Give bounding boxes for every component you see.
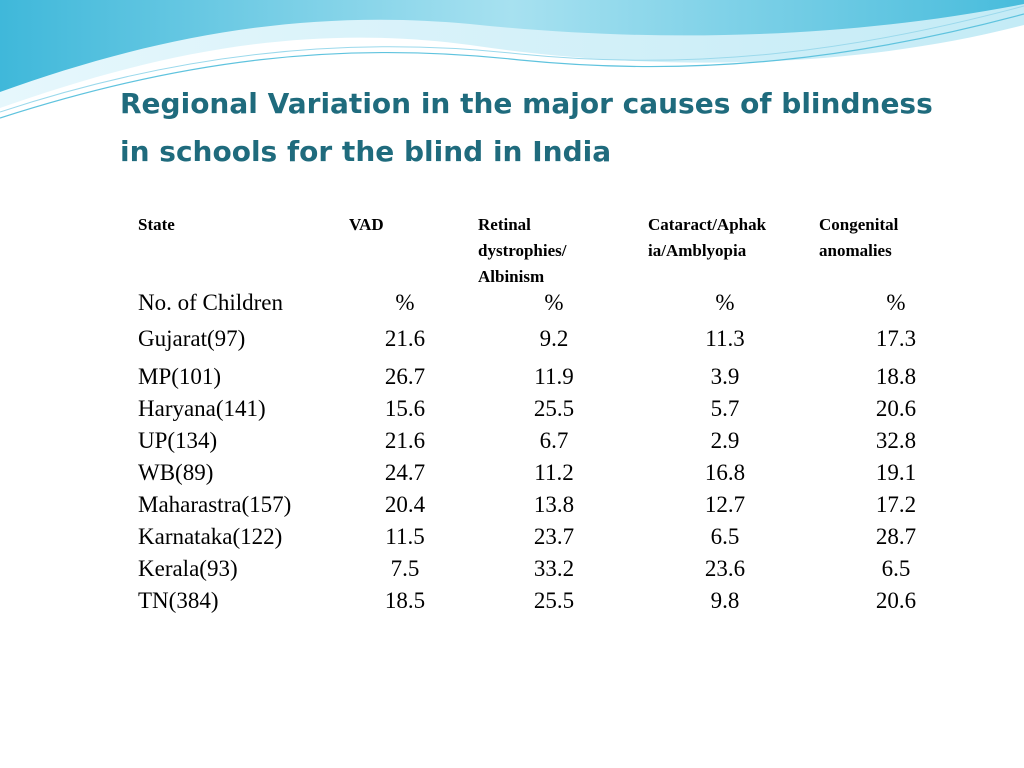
slide-title-line-1: Regional Variation in the major causes o… — [120, 87, 933, 120]
cell-cataract: % — [715, 290, 735, 315]
table-row: MP(101) 26.7 11.9 3.9 18.8 — [0, 362, 1024, 392]
cell-retinal: 11.2 — [534, 460, 574, 485]
cell-cataract: 23.6 — [704, 556, 746, 581]
cell-cataract: 16.8 — [704, 460, 746, 485]
column-header-state: State — [138, 215, 175, 234]
cell-retinal: % — [544, 290, 564, 315]
cell-cataract: 9.8 — [710, 588, 740, 613]
cell-retinal: 9.2 — [539, 326, 569, 351]
row-label: MP(101) — [138, 364, 222, 389]
cell-vad: 24.7 — [384, 460, 426, 485]
table-row: Kerala(93) 7.5 33.2 23.6 6.5 — [0, 554, 1024, 584]
cell-congenital: 17.3 — [875, 326, 917, 351]
row-label: Gujarat(97) — [138, 326, 246, 351]
cell-cataract: 11.3 — [705, 326, 745, 351]
cell-retinal: 25.5 — [533, 396, 575, 421]
cell-cataract: 6.5 — [710, 524, 740, 549]
cell-vad: % — [395, 290, 415, 315]
cell-retinal: 23.7 — [533, 524, 575, 549]
cell-vad: 26.7 — [384, 364, 426, 389]
row-label: Kerala(93) — [138, 556, 238, 581]
cell-congenital: 18.8 — [875, 364, 917, 389]
row-label: Haryana(141) — [138, 396, 266, 421]
table-row: Gujarat(97) 21.6 9.2 11.3 17.3 — [0, 324, 1024, 354]
row-label: UP(134) — [138, 428, 218, 453]
cell-congenital: 6.5 — [881, 556, 911, 581]
slide-title-line-2: in schools for the blind in India — [120, 135, 612, 168]
cell-congenital: 28.7 — [875, 524, 917, 549]
table-row: Haryana(141) 15.6 25.5 5.7 20.6 — [0, 394, 1024, 424]
column-header-vad: VAD — [349, 215, 384, 234]
column-header-cataract: Cataract/Aphak ia/Amblyopia — [648, 215, 767, 260]
cell-retinal: 13.8 — [533, 492, 575, 517]
cell-vad: 15.6 — [384, 396, 426, 421]
cell-retinal: 25.5 — [533, 588, 575, 613]
cell-cataract: 12.7 — [704, 492, 746, 517]
cell-retinal: 11.9 — [534, 364, 574, 389]
cell-retinal: 6.7 — [539, 428, 569, 453]
cell-retinal: 33.2 — [533, 556, 575, 581]
table-row: Maharastra(157) 20.4 13.8 12.7 17.2 — [0, 490, 1024, 520]
table-row-units: No. of Children % % % % — [0, 288, 1024, 318]
table-row: WB(89) 24.7 11.2 16.8 19.1 — [0, 458, 1024, 488]
row-label: Maharastra(157) — [138, 492, 292, 517]
row-label: TN(384) — [138, 588, 219, 613]
cell-vad: 18.5 — [384, 588, 426, 613]
header-wave-decoration — [0, 0, 1024, 119]
cell-congenital: 32.8 — [875, 428, 917, 453]
cell-vad: 7.5 — [390, 556, 420, 581]
row-label: No. of Children — [138, 290, 284, 315]
cell-cataract: 2.9 — [710, 428, 740, 453]
cell-congenital: 17.2 — [875, 492, 917, 517]
cell-vad: 21.6 — [384, 326, 426, 351]
row-label: WB(89) — [138, 460, 214, 485]
cell-vad: 21.6 — [384, 428, 426, 453]
cell-vad: 20.4 — [384, 492, 426, 517]
table-row: TN(384) 18.5 25.5 9.8 20.6 — [0, 586, 1024, 616]
cell-cataract: 3.9 — [710, 364, 740, 389]
row-label: Karnataka(122) — [138, 524, 283, 549]
cell-congenital: 20.6 — [875, 588, 917, 613]
column-header-congenital-anomalies: Congenital anomalies — [819, 215, 899, 260]
table-row: UP(134) 21.6 6.7 2.9 32.8 — [0, 426, 1024, 456]
cell-congenital: 20.6 — [875, 396, 917, 421]
cell-vad: 11.5 — [385, 524, 425, 549]
cell-congenital: % — [886, 290, 906, 315]
table-row: Karnataka(122) 11.5 23.7 6.5 28.7 — [0, 522, 1024, 552]
slide-title: Regional Variation in the major causes o… — [120, 80, 990, 176]
column-header-retinal-dystrophies: Retinal dystrophies/ Albinism — [478, 215, 567, 286]
cell-congenital: 19.1 — [875, 460, 917, 485]
cell-cataract: 5.7 — [710, 396, 740, 421]
